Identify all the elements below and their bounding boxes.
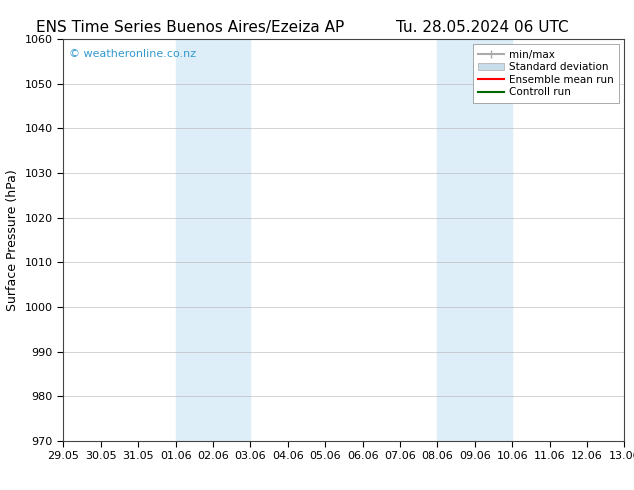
Text: Tu. 28.05.2024 06 UTC: Tu. 28.05.2024 06 UTC	[396, 20, 568, 35]
Bar	[176, 39, 250, 441]
Bar	[437, 39, 512, 441]
Text: © weatheronline.co.nz: © weatheronline.co.nz	[69, 49, 196, 59]
Legend: min/max, Standard deviation, Ensemble mean run, Controll run: min/max, Standard deviation, Ensemble me…	[473, 45, 619, 102]
Y-axis label: Surface Pressure (hPa): Surface Pressure (hPa)	[6, 169, 19, 311]
Text: ENS Time Series Buenos Aires/Ezeiza AP: ENS Time Series Buenos Aires/Ezeiza AP	[36, 20, 344, 35]
